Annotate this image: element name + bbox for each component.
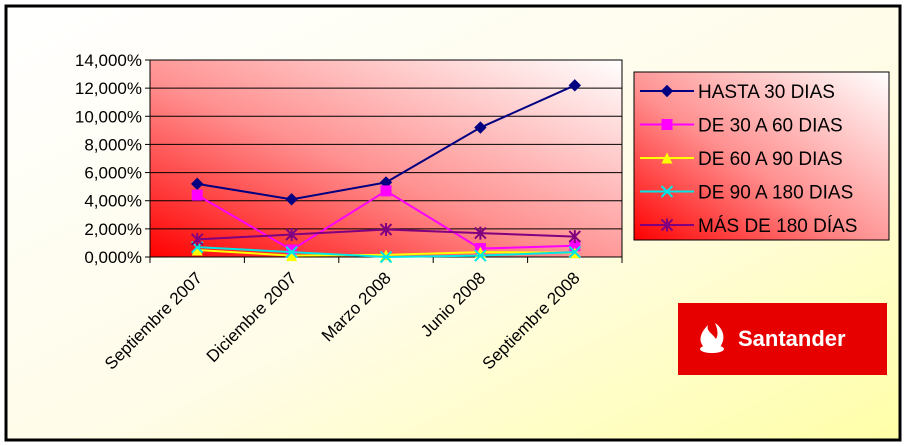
legend-label: DE 60 A 90 DIAS — [698, 149, 843, 170]
legend-label: MÁS DE 180 DÍAS — [698, 216, 857, 237]
series-diamond — [190, 79, 582, 206]
data-point — [474, 249, 487, 262]
legend-label: DE 90 A 180 DIAS — [698, 183, 853, 204]
legend: HASTA 30 DIAS DE 30 A 60 DIAS DE 60 A 90 D… — [633, 71, 890, 241]
series-x — [190, 240, 582, 264]
legend-entry: HASTA 30 DIAS — [640, 82, 835, 103]
santander-logo: Santander — [678, 303, 887, 375]
y-tick-label: 10,000% — [75, 107, 142, 126]
data-point — [285, 193, 298, 206]
data-point — [286, 250, 298, 262]
y-tick-label: 12,000% — [75, 79, 142, 98]
data-point — [661, 119, 673, 130]
legend-entry: MÁS DE 180 DÍAS — [640, 216, 857, 237]
data-point — [474, 121, 487, 134]
series-group — [190, 79, 582, 264]
y-tick-label: 8,000% — [84, 135, 142, 154]
data-point — [379, 223, 393, 237]
data-point — [285, 245, 298, 259]
logo-text: Santander — [738, 326, 846, 351]
legend-label: DE 30 A 60 DIAS — [698, 116, 843, 137]
y-tick-label: 2,000% — [84, 220, 142, 239]
data-point — [569, 240, 581, 252]
data-point — [190, 177, 204, 191]
data-point — [661, 152, 673, 164]
data-point — [660, 218, 674, 232]
data-point — [568, 79, 582, 92]
data-point — [191, 189, 203, 201]
y-axis: 0,000% 2,000% 4,000% 6,000% 8,000% 10,000% 12,… — [75, 51, 150, 267]
data-point — [191, 244, 203, 256]
data-point — [474, 226, 487, 240]
y-tick-label: 6,000% — [84, 164, 142, 183]
data-point — [660, 185, 674, 198]
data-point — [379, 250, 393, 264]
y-tick-label: 0,000% — [84, 248, 142, 267]
data-point — [286, 244, 298, 256]
legend-entry: DE 30 A 60 DIAS — [640, 116, 843, 137]
data-point — [285, 227, 298, 241]
data-point — [380, 185, 392, 197]
series-star — [190, 223, 582, 246]
gridlines — [150, 87, 622, 230]
data-point — [568, 230, 582, 244]
flame-logo-icon — [700, 323, 724, 353]
legend-box — [633, 71, 890, 241]
data-point — [190, 232, 204, 246]
data-point — [660, 84, 674, 98]
legend-label: HASTA 30 DIAS — [698, 82, 835, 103]
legend-entry: DE 60 A 90 DIAS — [640, 149, 843, 170]
y-tick-label: 14,000% — [75, 51, 142, 70]
y-tick-label: 4,000% — [84, 192, 142, 211]
legend-entry: DE 90 A 180 DIAS — [640, 183, 853, 204]
data-point — [568, 245, 582, 259]
